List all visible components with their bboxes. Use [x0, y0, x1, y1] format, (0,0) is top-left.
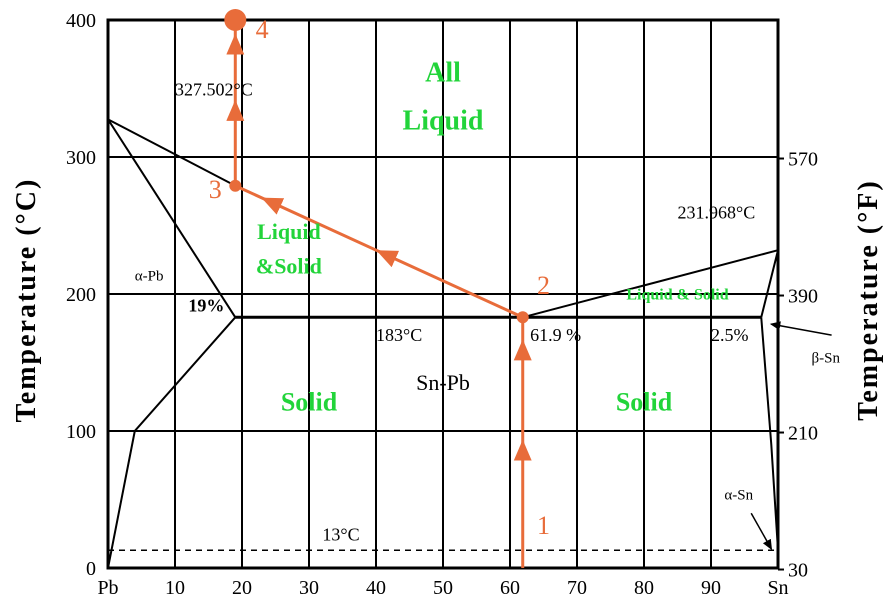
path-point-label: 1 [537, 511, 550, 540]
x-tick-label: 30 [299, 577, 319, 599]
y-right-tick-label: 570 [788, 149, 818, 171]
x-tick-label: 70 [567, 577, 587, 599]
y-left-tick-label: 0 [86, 558, 96, 580]
region-label: Solid [281, 387, 338, 416]
path-point-label: 4 [256, 15, 269, 44]
y-right-tick-label: 210 [788, 423, 818, 445]
path-point [229, 180, 241, 192]
y-left-tick-label: 100 [66, 421, 96, 443]
annotation-text: 231.968°C [678, 203, 756, 223]
x-tick-label: 80 [634, 577, 654, 599]
annotation-text: 61.9 % [530, 325, 581, 345]
path-point [224, 9, 246, 31]
annotation-text: α-Sn [724, 488, 753, 504]
annotation-text: β-Sn [812, 351, 841, 367]
region-label: All [425, 58, 461, 89]
path-point-label: 3 [209, 175, 222, 204]
annotation-text: 19% [188, 295, 224, 315]
x-tick-label: 10 [165, 577, 185, 599]
path-point [517, 311, 529, 323]
annotation-text: α-Pb [135, 268, 164, 284]
region-label: Liquid & Solid [626, 286, 728, 303]
y-right-tick-label: 30 [788, 560, 808, 582]
annotation-text: 183°C [376, 325, 422, 345]
annotation-text: 327.502°C [175, 79, 253, 99]
y-left-tick-label: 300 [66, 147, 96, 169]
x-tick-label: 40 [366, 577, 386, 599]
x-tick-label: 60 [500, 577, 520, 599]
x-tick-label: 90 [701, 577, 721, 599]
phase-diagram-svg: Pb 10 20 30 40 50 60 70 80 90 Sn 0 100 200 300 400 30 210… [0, 0, 889, 609]
pointer-arrow [771, 324, 831, 335]
x-tick-label: 20 [232, 577, 252, 599]
y-left-tick-label: 200 [66, 284, 96, 306]
y-right-tick-label: 390 [788, 286, 818, 308]
y-left-tick-label: 400 [66, 10, 96, 32]
region-label: Solid [616, 387, 673, 416]
x-tick-label: 50 [433, 577, 453, 599]
region-label: Liquid [403, 106, 484, 137]
x-tick-label: Pb [97, 577, 118, 599]
annotation-text: 2.5% [711, 325, 749, 345]
region-label: Liquid [257, 219, 321, 244]
x-tick-label: Sn [767, 577, 788, 599]
annotation-text: 13°C [322, 525, 359, 545]
phase-diagram-figure: Temperature (°C) Temperature (°F) Pb1020… [0, 0, 889, 609]
region-label: &Solid [256, 253, 322, 278]
path-point-label: 2 [537, 271, 550, 300]
annotation-text: Sn-Pb [416, 370, 470, 395]
